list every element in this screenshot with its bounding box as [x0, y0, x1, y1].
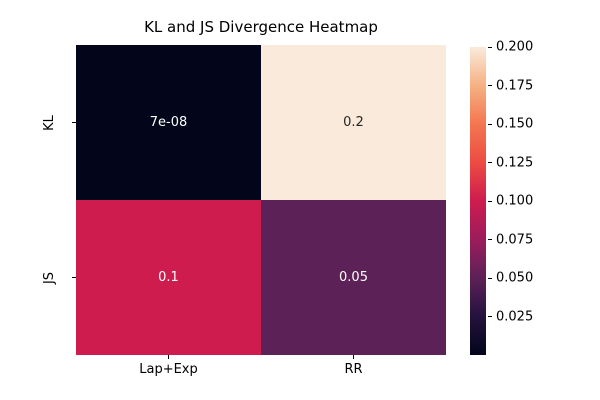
colorbar-tick-label: 0.150	[496, 116, 534, 132]
colorbar-tick-label: 0.050	[496, 270, 534, 286]
colorbar-tick	[488, 46, 492, 48]
heatmap-cell-JS-Lap+Exp: 0.1	[76, 200, 261, 355]
colorbar-tick	[488, 239, 492, 240]
colorbar-tick	[488, 162, 492, 163]
x-tick-label-RR: RR	[344, 362, 363, 377]
heatmap-cell-KL-Lap+Exp: 7e-08	[76, 45, 261, 200]
colorbar-tick	[488, 277, 492, 279]
heatmap-cell-JS-RR: 0.05	[261, 200, 446, 355]
chart-title: KL and JS Divergence Heatmap	[144, 18, 378, 36]
y-tick-label-KL: KL	[42, 114, 57, 131]
colorbar-tick-label: 0.075	[496, 232, 534, 247]
x-axis-tick	[353, 355, 354, 359]
colorbar-tick-label: 0.175	[496, 78, 534, 93]
heatmap-grid: 7e-08 0.2 0.1 0.05	[76, 45, 446, 355]
colorbar-tick	[488, 123, 492, 125]
colorbar-tick	[488, 200, 492, 202]
y-tick-label-JS: JS	[42, 271, 57, 284]
y-axis-tick	[72, 122, 76, 123]
colorbar-tick	[488, 316, 492, 317]
colorbar-tick-label: 0.025	[496, 309, 534, 324]
colorbar-tick	[488, 85, 492, 86]
heatmap-cell-KL-RR: 0.2	[261, 45, 446, 200]
x-axis-tick	[168, 355, 169, 359]
colorbar-tick-label: 0.200	[496, 39, 534, 55]
x-tick-label-Lap+Exp: Lap+Exp	[139, 362, 198, 377]
colorbar	[470, 47, 486, 355]
colorbar-tick-label: 0.125	[496, 155, 534, 170]
colorbar-tick-label: 0.100	[496, 193, 534, 209]
y-axis-tick	[72, 277, 76, 278]
